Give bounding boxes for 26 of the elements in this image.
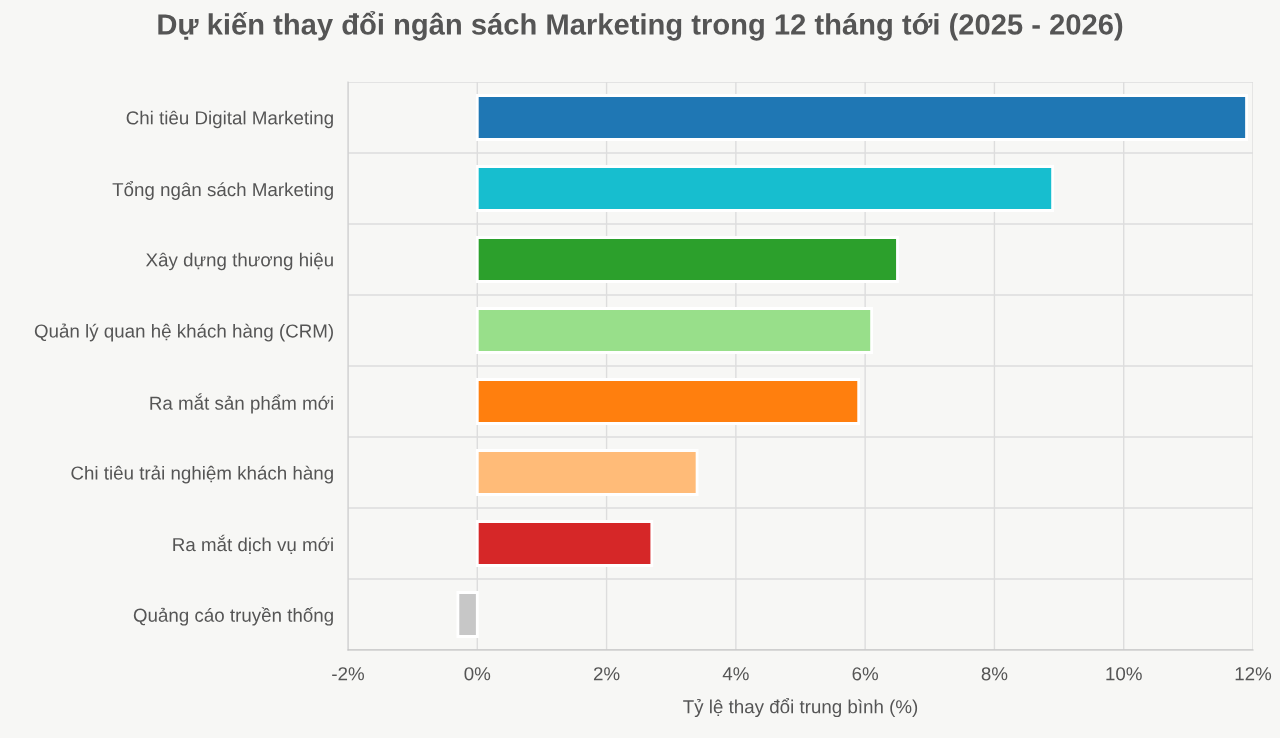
y-tick-label: Ra mắt dịch vụ mới: [173, 534, 333, 554]
y-tick-label: Tổng ngân sách Marketing: [112, 180, 333, 200]
x-tick-label: 2%: [593, 667, 620, 681]
x-tick-label: 4%: [722, 667, 749, 681]
y-tick-label: Ra mắt sản phẩm mới: [150, 393, 333, 414]
x-tick-label: 6%: [852, 667, 879, 681]
bar: [475, 449, 699, 496]
bar: [475, 378, 861, 425]
chart-title: Dự kiến thay đổi ngân sách Marketing trong 12 tháng tới (2025 - 2026): [158, 10, 1123, 41]
bar: [475, 165, 1054, 212]
x-tick-label: 12%: [1235, 667, 1272, 681]
y-tick-label: Chi tiêu Digital Marketing: [126, 110, 333, 129]
x-tick-label: 0%: [464, 667, 491, 681]
y-tick-label: Quảng cáo truyền thống: [133, 607, 333, 626]
y-tick-label: Quản lý quan hệ khách hàng (CRM): [34, 323, 333, 342]
bar: [456, 591, 479, 638]
x-axis-title: Tỷ lệ thay đổi trung bình (%): [683, 698, 918, 718]
bar: [475, 520, 654, 567]
y-tick-label: Chi tiêu trải nghiệm khách hàng: [71, 465, 333, 484]
bar: [475, 236, 899, 283]
y-tick-label: Xây dựng thương hiệu: [145, 252, 333, 271]
bar: [475, 307, 873, 354]
bar: [475, 94, 1248, 141]
x-tick-label: 10%: [1106, 667, 1142, 681]
x-tick-label: 8%: [981, 667, 1008, 681]
x-tick-label: -2%: [332, 667, 365, 681]
